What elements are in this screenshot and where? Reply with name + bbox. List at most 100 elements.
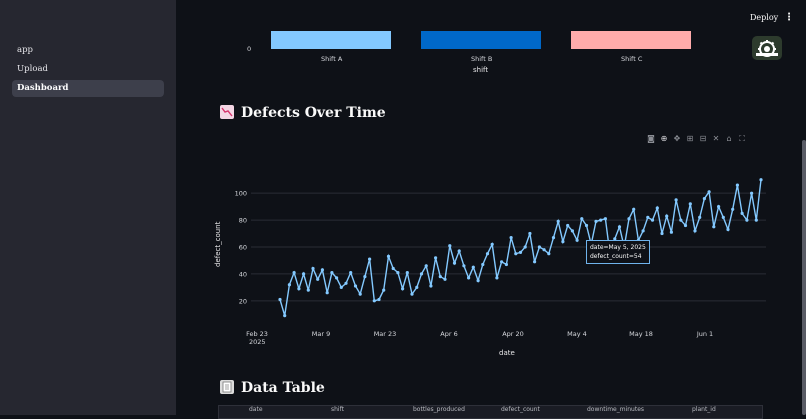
data-point[interactable]	[504, 262, 508, 267]
data-point[interactable]	[471, 265, 475, 269]
data-point[interactable]	[452, 261, 457, 265]
data-point[interactable]	[660, 231, 664, 236]
fullscreen-icon[interactable]: ⛶	[739, 134, 745, 143]
data-point[interactable]	[382, 288, 386, 292]
zoom-in-icon[interactable]: ⊞	[686, 134, 694, 143]
data-point[interactable]	[287, 283, 291, 287]
data-point[interactable]	[750, 191, 754, 195]
data-point[interactable]	[646, 215, 650, 219]
data-point[interactable]	[485, 252, 490, 256]
scrollbar[interactable]	[802, 140, 806, 415]
data-point[interactable]	[632, 207, 636, 211]
data-point[interactable]	[665, 214, 669, 218]
data-point[interactable]	[349, 271, 353, 275]
data-point[interactable]	[650, 218, 655, 222]
sidebar-item-app[interactable]: app	[17, 45, 33, 55]
data-point[interactable]	[476, 279, 480, 283]
data-point[interactable]	[641, 229, 645, 233]
table-column-header[interactable]: downtime_minutes	[587, 406, 645, 413]
data-point[interactable]	[448, 244, 452, 248]
data-point[interactable]	[702, 197, 707, 201]
data-point[interactable]	[740, 211, 744, 215]
table-column-header[interactable]: shift	[331, 406, 344, 413]
data-point[interactable]	[754, 218, 758, 222]
data-point[interactable]	[683, 223, 688, 228]
data-point[interactable]	[551, 236, 556, 240]
data-point[interactable]	[358, 292, 362, 296]
data-point[interactable]	[688, 202, 692, 206]
data-point[interactable]	[386, 254, 391, 258]
data-point[interactable]	[292, 271, 296, 275]
data-point[interactable]	[599, 218, 603, 222]
data-point[interactable]	[424, 264, 428, 268]
data-point[interactable]	[283, 314, 287, 318]
data-point[interactable]	[353, 284, 358, 288]
data-point[interactable]	[457, 249, 461, 253]
data-point[interactable]	[462, 264, 466, 268]
data-point[interactable]	[575, 238, 579, 242]
data-point[interactable]	[344, 281, 348, 285]
data-point[interactable]	[443, 277, 447, 281]
data-point[interactable]	[316, 277, 320, 281]
data-point[interactable]	[735, 183, 740, 187]
data-point[interactable]	[396, 271, 400, 275]
data-point[interactable]	[415, 285, 419, 289]
data-point[interactable]	[438, 275, 442, 279]
data-point[interactable]	[391, 266, 395, 271]
data-point[interactable]	[717, 205, 721, 209]
data-point[interactable]	[617, 225, 622, 229]
sidebar-item-upload[interactable]: Upload	[17, 64, 48, 74]
data-point[interactable]	[306, 288, 310, 292]
data-point[interactable]	[311, 266, 315, 271]
data-point[interactable]	[594, 219, 598, 223]
sidebar-item-dashboard[interactable]: Dashboard	[12, 80, 164, 97]
data-point[interactable]	[584, 223, 589, 228]
table-column-header[interactable]: plant_id	[692, 406, 716, 413]
data-point[interactable]	[547, 252, 551, 256]
data-point[interactable]	[580, 217, 584, 221]
data-point[interactable]	[335, 276, 339, 280]
data-point[interactable]	[297, 287, 301, 291]
data-point[interactable]	[726, 227, 730, 232]
data-point[interactable]	[419, 272, 424, 276]
data-point[interactable]	[523, 245, 527, 249]
pan-icon[interactable]: ✥	[673, 134, 681, 143]
data-point[interactable]	[509, 236, 513, 240]
data-point[interactable]	[330, 271, 334, 275]
data-point[interactable]	[542, 248, 546, 252]
data-point[interactable]	[518, 250, 523, 254]
data-point[interactable]	[401, 287, 405, 291]
table-column-header[interactable]: date	[249, 406, 263, 413]
data-point[interactable]	[490, 242, 494, 246]
data-point[interactable]	[363, 275, 367, 279]
data-point[interactable]	[514, 252, 518, 256]
data-point[interactable]	[674, 198, 678, 202]
data-point[interactable]	[434, 256, 438, 260]
data-point[interactable]	[721, 215, 725, 219]
data-point[interactable]	[481, 262, 485, 267]
data-point[interactable]	[759, 178, 763, 182]
table-column-header[interactable]: bottles_produced	[413, 406, 465, 413]
data-point[interactable]	[603, 217, 608, 221]
data-point[interactable]	[405, 271, 409, 275]
data-point[interactable]	[495, 276, 499, 280]
data-point[interactable]	[556, 219, 560, 223]
data-point[interactable]	[698, 215, 702, 219]
data-point[interactable]	[339, 285, 343, 289]
data-point[interactable]	[528, 231, 532, 236]
data-point[interactable]	[372, 299, 376, 303]
data-point[interactable]	[613, 237, 617, 241]
data-point[interactable]	[707, 190, 711, 194]
data-point[interactable]	[731, 207, 735, 211]
data-point[interactable]	[561, 240, 565, 244]
data-point[interactable]	[410, 292, 414, 296]
data-point[interactable]	[320, 268, 324, 272]
data-point[interactable]	[745, 218, 749, 222]
table-column-header[interactable]: defect_count	[501, 406, 540, 413]
camera-icon[interactable]: ◙	[647, 134, 655, 143]
data-point[interactable]	[712, 225, 716, 229]
home-icon[interactable]: ⌂	[726, 134, 732, 143]
data-point[interactable]	[467, 276, 471, 280]
deploy-button[interactable]: Deploy	[750, 13, 779, 22]
data-point[interactable]	[325, 291, 329, 295]
